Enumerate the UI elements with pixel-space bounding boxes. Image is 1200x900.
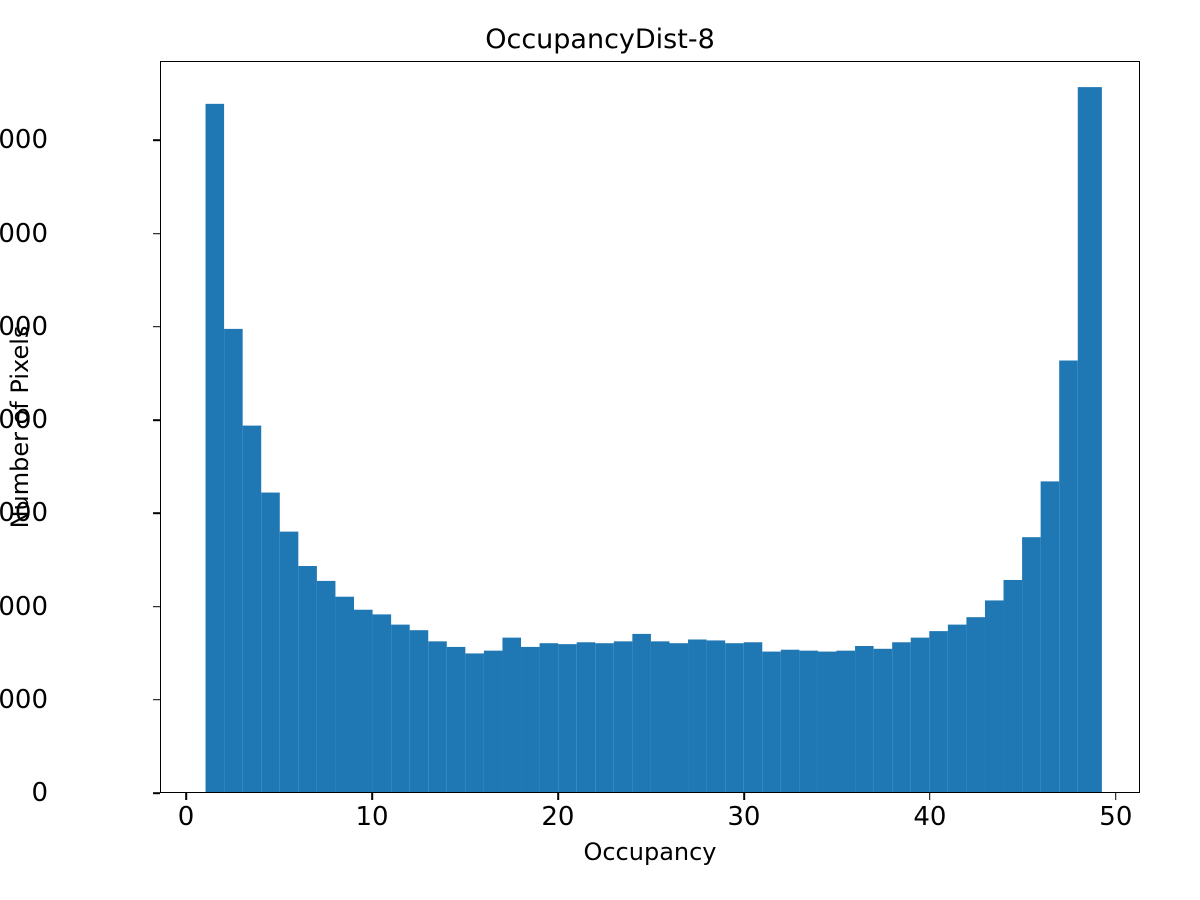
- histogram-bar: [1022, 537, 1041, 792]
- histogram-bar: [465, 653, 484, 792]
- histogram-bar: [446, 646, 466, 792]
- y-tick-label: 4000: [0, 405, 48, 435]
- histogram-bar: [780, 649, 800, 792]
- histogram-bars: [205, 87, 1102, 792]
- y-tick-label: 1000: [0, 684, 48, 715]
- histogram-bar: [205, 103, 225, 792]
- plot-area: [160, 61, 1140, 793]
- x-tick-label: 10: [355, 802, 389, 832]
- histogram-bar: [298, 566, 317, 792]
- histogram-bar: [391, 624, 410, 792]
- histogram-bar: [372, 614, 392, 792]
- y-tick-mark: [153, 698, 160, 701]
- histogram-bar: [984, 600, 1004, 792]
- histogram-bar: [929, 631, 948, 792]
- x-tick-label: 0: [177, 802, 195, 832]
- histogram-bar: [483, 650, 503, 792]
- y-tick-mark: [153, 139, 160, 142]
- y-tick-label: 2000: [0, 591, 48, 622]
- histogram-bar: [354, 609, 373, 792]
- histogram-bar: [521, 646, 540, 792]
- histogram-bar: [428, 641, 447, 792]
- histogram-bar: [855, 646, 874, 792]
- x-axis-label: Occupancy: [583, 838, 717, 866]
- histogram-bar: [595, 643, 614, 792]
- histogram-bar: [650, 641, 670, 792]
- histogram-bar: [1077, 87, 1102, 792]
- y-tick-label: 3000: [0, 498, 48, 529]
- histogram-bar: [576, 642, 596, 792]
- histogram-bar: [558, 644, 577, 792]
- y-tick-mark: [153, 232, 160, 235]
- histogram-bar: [743, 642, 763, 792]
- x-tick-mark: [1115, 793, 1117, 800]
- histogram-bar: [910, 637, 930, 792]
- histogram-bar: [539, 643, 559, 792]
- y-tick-mark: [153, 605, 160, 608]
- y-tick-label: 0: [31, 778, 48, 808]
- histogram-bar: [632, 633, 651, 792]
- histogram-bar: [817, 651, 837, 792]
- histogram-bar: [279, 531, 299, 792]
- x-tick-mark: [743, 793, 745, 800]
- histogram-bar: [725, 643, 744, 792]
- histogram-bar: [242, 425, 262, 792]
- x-tick-label: 30: [727, 802, 761, 832]
- y-tick-label: 7000: [0, 125, 48, 156]
- histogram-bar: [873, 648, 893, 792]
- chart-title: OccupancyDist-8: [485, 24, 715, 55]
- y-tick-mark: [153, 419, 160, 421]
- x-tick-mark: [185, 793, 187, 800]
- histogram-bar: [706, 640, 726, 792]
- histogram-bar: [502, 637, 522, 792]
- x-tick-mark: [557, 793, 559, 800]
- histogram-bar: [892, 642, 911, 792]
- y-tick-mark: [153, 792, 160, 794]
- y-tick-label: 6000: [0, 218, 48, 249]
- histogram-bar: [836, 650, 856, 792]
- histogram-bar: [409, 630, 429, 792]
- histogram-bar: [762, 651, 781, 792]
- histogram-bar: [669, 643, 689, 792]
- histogram-bar: [335, 596, 355, 792]
- histogram-bar: [1003, 579, 1023, 792]
- histogram-bar: [613, 641, 633, 792]
- histogram-bar: [688, 639, 707, 792]
- histogram-bar: [1059, 360, 1078, 792]
- x-tick-label: 50: [1099, 802, 1133, 832]
- histogram-bar: [799, 650, 818, 792]
- y-tick-label: 5000: [0, 311, 48, 342]
- x-tick-label: 20: [541, 802, 575, 832]
- histogram-bar: [947, 624, 967, 792]
- histogram-bar: [966, 617, 985, 792]
- histogram-bar: [316, 580, 336, 792]
- histogram-bar: [1040, 481, 1060, 792]
- y-tick-mark: [153, 325, 160, 328]
- y-tick-mark: [153, 512, 160, 515]
- histogram-bar: [261, 492, 280, 792]
- x-tick-label: 40: [913, 802, 947, 832]
- x-tick-mark: [371, 793, 373, 800]
- histogram-bar: [224, 328, 243, 792]
- x-tick-mark: [929, 793, 931, 800]
